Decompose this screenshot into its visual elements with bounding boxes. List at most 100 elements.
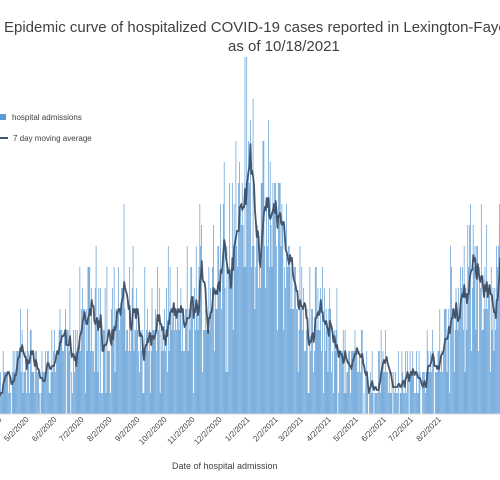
admission-bar — [394, 393, 396, 414]
admission-bar — [177, 309, 179, 414]
admission-bar — [400, 393, 402, 414]
admission-bar — [214, 288, 216, 414]
admission-bar — [465, 288, 467, 414]
x-axis-title: Date of hospital admission — [172, 461, 278, 471]
admission-bar — [298, 330, 300, 414]
admission-bar — [471, 351, 472, 414]
admission-bar — [363, 393, 365, 414]
admission-bar — [281, 204, 283, 414]
admission-bar — [204, 309, 206, 414]
admission-bar — [174, 330, 175, 414]
admission-bar — [296, 309, 297, 414]
x-tick-label: 6/2/2021 — [360, 415, 389, 444]
admission-bar — [95, 246, 97, 414]
admission-bar — [261, 183, 263, 414]
admission-bar — [331, 372, 332, 414]
admission-bar — [467, 225, 469, 414]
admission-bar — [343, 393, 345, 414]
admission-bar — [163, 351, 165, 414]
admission-bar — [130, 351, 131, 414]
admission-bar — [461, 267, 463, 414]
admission-bar — [458, 288, 460, 414]
admission-bar — [498, 204, 500, 414]
admission-bar — [240, 225, 242, 414]
admission-bar — [38, 393, 40, 414]
admission-bar — [167, 372, 168, 414]
admission-bar — [121, 288, 123, 414]
admission-bar — [152, 330, 154, 414]
admission-bar — [475, 330, 477, 414]
admission-bar — [47, 351, 48, 414]
admission-bar — [351, 351, 353, 414]
admission-bar — [341, 351, 342, 414]
admission-bar — [24, 372, 26, 414]
admission-bar — [254, 309, 256, 414]
admission-bar — [370, 393, 372, 414]
admission-bar — [87, 267, 89, 414]
admission-bar — [497, 267, 498, 414]
admission-bar — [280, 246, 282, 414]
admission-bar — [103, 330, 105, 414]
admission-bar — [295, 267, 296, 414]
admission-bar — [383, 372, 385, 414]
admission-bar — [411, 372, 413, 414]
admission-bar — [464, 372, 466, 414]
admission-bar — [358, 372, 359, 414]
admission-bar — [114, 372, 116, 414]
admission-bar — [213, 351, 215, 414]
admission-bar — [182, 309, 184, 414]
admission-bar — [94, 288, 96, 414]
admission-bar — [474, 246, 476, 414]
admission-bar — [25, 351, 27, 414]
admission-bar — [236, 246, 238, 414]
admission-bar — [483, 309, 485, 414]
admission-bar — [19, 309, 21, 414]
admission-bar — [91, 288, 92, 414]
admission-bar — [436, 372, 438, 414]
admission-bar — [346, 372, 348, 414]
admission-bar — [312, 309, 313, 414]
admission-bar — [205, 330, 207, 414]
admission-bar — [72, 393, 73, 414]
admission-bar — [34, 393, 36, 414]
legend: hospital admissions 7 day moving average — [0, 113, 92, 143]
admission-bar — [120, 309, 121, 414]
chart-title-line-1: Epidemic curve of hospitalized COVID-19 … — [4, 19, 500, 36]
admission-bar — [462, 330, 464, 414]
admission-bar — [314, 351, 315, 414]
admission-bar — [145, 351, 147, 414]
admission-bar — [255, 267, 257, 414]
admission-bar — [92, 351, 93, 414]
admission-bar — [402, 372, 404, 414]
admission-bar — [332, 351, 333, 414]
admission-bar — [142, 393, 144, 414]
admission-bar — [456, 309, 458, 414]
x-tick-label: 5/2/2020 — [2, 415, 31, 444]
admission-bar — [126, 330, 128, 414]
admission-bar — [342, 330, 344, 414]
admission-bar — [282, 225, 284, 414]
admission-bar — [379, 393, 381, 414]
admission-bar — [415, 351, 417, 414]
admission-bar — [44, 372, 46, 414]
admission-bar — [266, 204, 267, 414]
admission-bar — [473, 267, 475, 414]
admission-bar — [403, 393, 405, 414]
admission-bar — [489, 288, 490, 414]
admission-bar — [184, 351, 185, 414]
admission-bar — [60, 330, 62, 414]
admission-bar — [388, 372, 390, 414]
admission-bar — [78, 351, 80, 414]
admission-bar — [301, 267, 303, 414]
admission-bar — [258, 288, 259, 414]
admission-bar — [77, 351, 79, 414]
admission-bar — [460, 267, 461, 414]
admission-bar — [272, 183, 274, 414]
admission-bar — [136, 288, 138, 414]
admission-bar — [196, 309, 198, 414]
admission-bar — [319, 330, 321, 414]
admission-bar — [342, 351, 343, 414]
admission-bar — [455, 288, 457, 414]
admission-bar — [11, 372, 13, 414]
admission-bar — [14, 351, 16, 414]
